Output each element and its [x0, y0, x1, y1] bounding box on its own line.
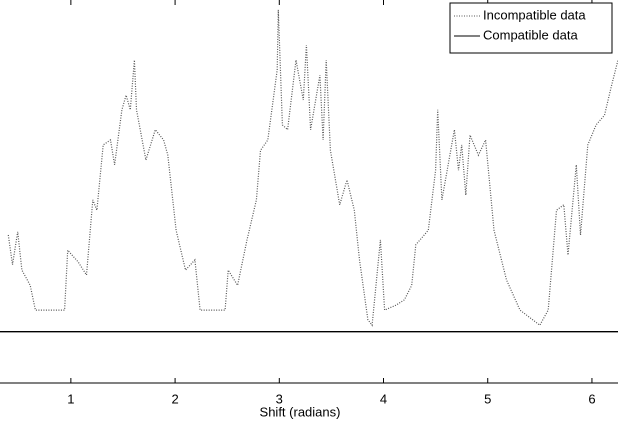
x-axis-label: Shift (radians): [260, 404, 341, 419]
legend-box: [449, 2, 613, 54]
x-tick-label: 3: [276, 391, 283, 406]
series-line: [7, 9, 618, 327]
x-tick-label: 4: [380, 391, 387, 406]
legend-label: Compatible data: [483, 27, 578, 42]
legend-label: Incompatible data: [483, 7, 586, 22]
x-tick-label: 1: [67, 391, 74, 406]
x-tick-label: 6: [588, 391, 595, 406]
x-tick-label: 5: [484, 391, 491, 406]
x-tick-label: 2: [171, 391, 178, 406]
